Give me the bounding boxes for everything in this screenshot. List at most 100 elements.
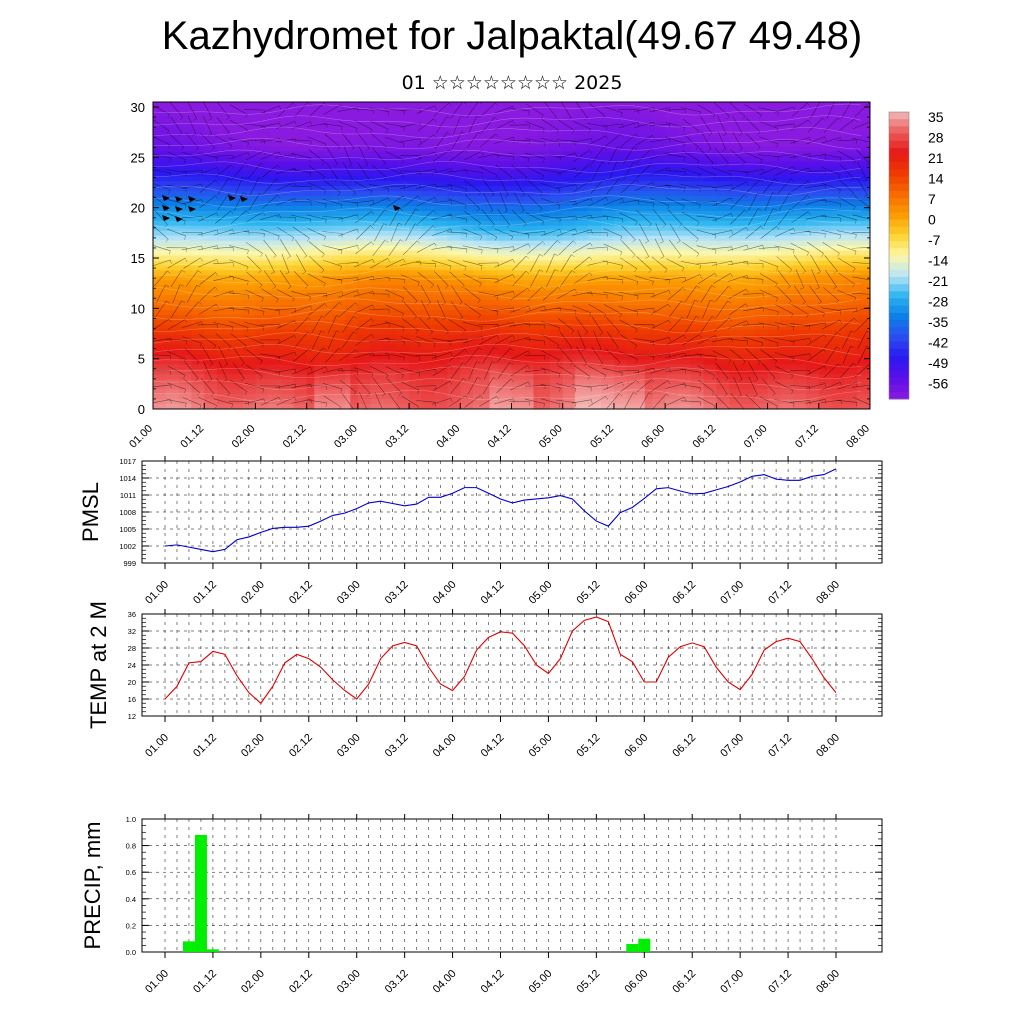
heatmap-cell — [601, 121, 615, 128]
wind-barb — [712, 197, 732, 206]
heatmap-cell — [383, 394, 397, 400]
wind-barb-flag — [697, 222, 700, 226]
heatmap-cell — [639, 290, 653, 296]
heatmap-cell — [613, 151, 628, 158]
heatmap-cell — [460, 121, 474, 128]
heatmap-cell — [652, 309, 666, 316]
wind-barb — [431, 200, 452, 204]
heatmap-cell — [613, 334, 628, 341]
wind-barb-flag — [834, 270, 838, 274]
heatmap-cell — [191, 111, 205, 118]
heatmap-cell — [575, 225, 589, 232]
wind-barb — [779, 192, 790, 211]
wind-barb — [418, 225, 434, 240]
wind-barb — [308, 149, 325, 163]
heatmap-cell — [754, 225, 769, 232]
heatmap-cell — [178, 205, 193, 212]
heatmap-cell — [575, 260, 589, 266]
wind-barb-flag — [386, 128, 389, 133]
heatmap-cell — [485, 314, 500, 321]
wind-barb-flag — [167, 270, 171, 274]
heatmap-cell — [434, 319, 449, 326]
heatmap-cell — [537, 384, 551, 390]
heatmap-cell — [229, 314, 244, 321]
heatmap-cell — [831, 309, 845, 316]
heatmap-cell — [575, 300, 589, 306]
heatmap-cell — [281, 319, 295, 326]
heatmap-cell — [178, 349, 193, 356]
heatmap-cell — [703, 354, 717, 361]
heatmap-cell — [396, 205, 410, 212]
wind-barb-flag — [387, 258, 390, 262]
wind-barb — [493, 246, 514, 250]
heatmap-cell — [716, 111, 730, 118]
heatmap-cell — [165, 176, 180, 182]
heatmap-cell — [793, 220, 807, 227]
heatmap-cell — [537, 290, 551, 296]
heatmap-cell — [473, 324, 487, 331]
heatmap-cell — [421, 186, 436, 192]
heatmap-cell — [562, 305, 577, 311]
heatmap-cell — [473, 404, 487, 409]
heatmap-cell — [332, 250, 346, 257]
heatmap-cell — [485, 309, 500, 316]
wind-barb-flag — [557, 287, 561, 291]
wind-barb — [309, 347, 324, 363]
heatmap-cell — [511, 171, 525, 177]
wind-barb — [759, 259, 779, 267]
wind-barb — [291, 169, 311, 174]
wind-barb-flag — [603, 178, 608, 182]
wind-barb-flag — [278, 151, 281, 156]
heatmap-cell — [165, 399, 180, 405]
heatmap-cell — [767, 305, 781, 311]
heatmap-cell — [178, 230, 193, 237]
heatmap-cell — [626, 102, 641, 108]
heatmap-cell — [549, 255, 564, 262]
heatmap-cell — [729, 205, 743, 212]
wind-barb-flag — [247, 294, 249, 300]
heatmap-cell — [178, 201, 193, 207]
wind-barb — [743, 307, 764, 312]
heatmap-cell — [562, 102, 577, 108]
wind-barb — [466, 102, 479, 118]
heatmap-cell — [857, 404, 870, 409]
heatmap-cell — [857, 126, 870, 133]
heatmap-cell — [281, 260, 295, 266]
heatmap-cell — [562, 290, 577, 296]
heatmap-cell — [601, 111, 615, 118]
wind-barb-flag — [167, 114, 170, 119]
heatmap-cell — [511, 116, 525, 123]
wind-barb-flag — [370, 129, 373, 134]
wind-barb-flag — [809, 338, 811, 343]
heatmap-cell — [383, 121, 397, 128]
heatmap-cell — [652, 339, 666, 346]
heatmap-cell — [319, 196, 333, 202]
heatmap-cell — [524, 171, 538, 177]
wind-barb-flag — [840, 310, 842, 315]
heatmap-cell — [639, 314, 653, 321]
heatmap-cell — [460, 146, 474, 153]
heatmap-cell — [383, 215, 397, 222]
heatmap-cell — [447, 324, 461, 331]
heatmap-cell — [332, 349, 346, 356]
wind-barb-flag — [321, 253, 325, 258]
heatmap-cell — [818, 270, 833, 276]
heatmap-cell — [549, 161, 564, 167]
heatmap-cell — [575, 126, 589, 133]
heatmap-cell — [319, 260, 333, 266]
wind-barb — [619, 334, 637, 346]
heatmap-cell — [562, 250, 577, 257]
heatmap-cell — [217, 141, 231, 148]
heatmap-cell — [537, 309, 551, 316]
heatmap-cell — [498, 225, 513, 232]
heatmap-cell — [690, 359, 705, 366]
heatmap-cell — [255, 240, 269, 247]
wind-barb — [743, 262, 764, 264]
wind-barb-flag — [635, 221, 638, 226]
wind-barb — [805, 154, 826, 157]
heatmap-cell — [665, 324, 679, 331]
heatmap-cell — [741, 324, 756, 331]
heatmap-cell — [767, 230, 781, 237]
heatmap-cell — [537, 121, 551, 128]
